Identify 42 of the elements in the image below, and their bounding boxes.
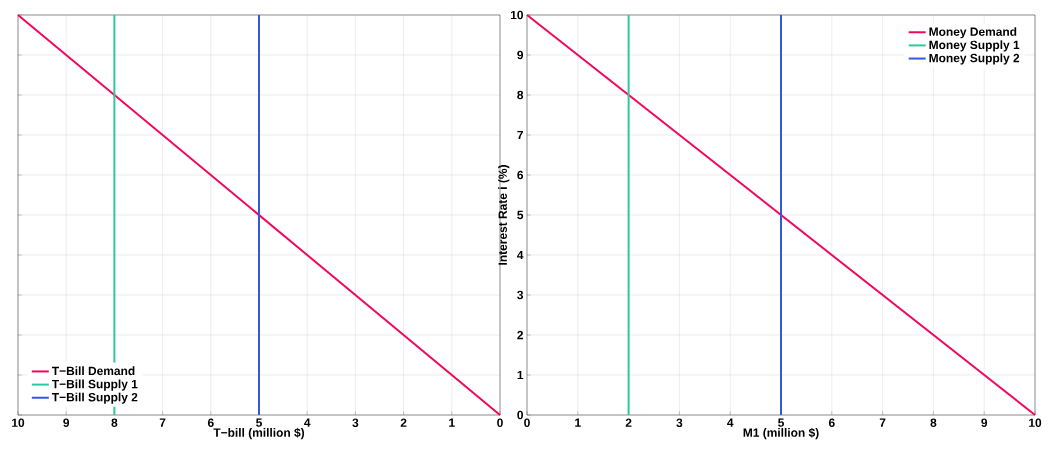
x-tick-label: 0 — [524, 418, 530, 427]
x-tick-label: 3 — [352, 418, 359, 428]
x-tick-label: 8 — [930, 418, 937, 427]
y-tick-label: 4 — [517, 250, 524, 260]
x-tick-label: 6 — [207, 418, 214, 427]
legend-label: T−Bill Supply 1 — [51, 379, 138, 391]
x-tick-label: 7 — [879, 418, 886, 427]
legend-label: Money Supply 2 — [929, 53, 1020, 65]
x-tick-label: 10 — [1029, 418, 1042, 427]
x-tick-label: 1 — [575, 418, 581, 427]
x-tick-label: 5 — [778, 418, 784, 427]
y-tick-label: 6 — [517, 170, 524, 180]
x-tick-label: 9 — [981, 418, 988, 427]
x-tick-label: 1 — [449, 418, 455, 427]
y-tick-label: 1 — [517, 370, 524, 380]
y-tick-label: 2 — [517, 330, 524, 340]
y-tick-label: 7 — [517, 130, 523, 140]
x-axis-title: T−bill (million $) — [213, 427, 305, 440]
legend-label: T−Bill Demand — [51, 366, 135, 376]
legend-label: Money Supply 1 — [929, 40, 1020, 52]
x-tick-label: 6 — [828, 418, 835, 427]
y-tick-label: 8 — [517, 90, 524, 100]
y-axis-title: Interest Rate i (%) — [498, 165, 510, 265]
x-tick-label: 4 — [304, 418, 311, 427]
y-tick-label: 3 — [517, 290, 524, 300]
x-tick-label: 2 — [625, 418, 632, 427]
x-tick-label: 0 — [497, 418, 503, 427]
y-tick-label: 0 — [517, 410, 523, 420]
x-tick-label: 2 — [400, 418, 407, 427]
y-tick-label: 5 — [517, 210, 524, 220]
y-tick-label: 10 — [510, 10, 523, 20]
x-tick-label: 5 — [256, 418, 262, 427]
x-axis-title: M1 (million $) — [743, 427, 819, 440]
x-tick-label: 7 — [159, 418, 166, 427]
legend-label: T−Bill Supply 2 — [51, 392, 138, 404]
x-tick-label: 4 — [727, 418, 734, 427]
y-tick-label: 9 — [517, 50, 524, 60]
x-tick-label: 3 — [676, 418, 683, 428]
x-tick-label: 10 — [12, 418, 25, 427]
legend-label: Money Demand — [929, 27, 1017, 39]
x-tick-label: 9 — [63, 418, 70, 427]
x-tick-label: 8 — [111, 418, 118, 427]
